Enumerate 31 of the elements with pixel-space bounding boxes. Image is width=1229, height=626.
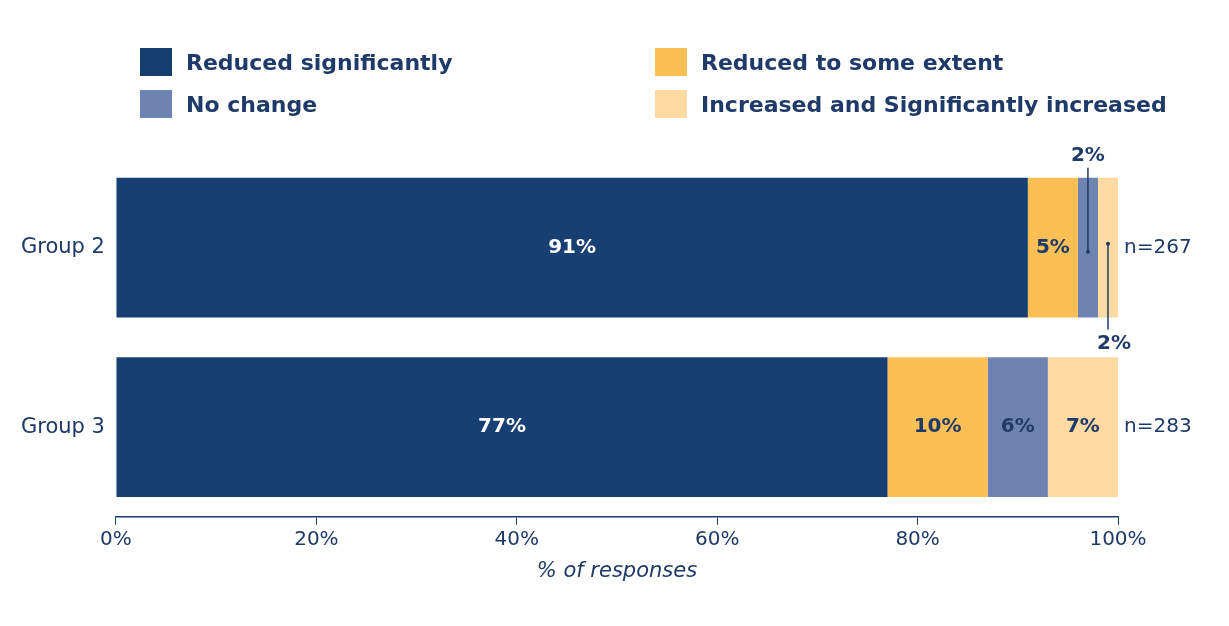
x-tick-label: 100% — [1089, 526, 1147, 550]
bar — [1027, 177, 1078, 318]
y-tick-label: Group 3 — [20, 413, 105, 438]
bar — [116, 357, 888, 497]
annotation: n=283 — [1124, 413, 1192, 438]
x-tick-label: 60% — [694, 526, 740, 550]
data-label: 7% — [1065, 413, 1100, 438]
legend-label: No change — [186, 91, 318, 117]
legend-label: Reduced to some extent — [701, 49, 1004, 75]
bar — [1097, 177, 1118, 318]
data-label: 2% — [1097, 329, 1131, 354]
bar — [987, 357, 1048, 497]
annotation: n=267 — [1124, 233, 1192, 258]
bar — [1047, 357, 1118, 497]
legend-label: Increased and Significantly increased — [701, 91, 1167, 117]
x-tick-label: 80% — [895, 526, 940, 550]
bar — [1077, 177, 1098, 318]
data-label: 91% — [548, 233, 597, 258]
data-label: 10% — [913, 413, 962, 438]
data-label: 77% — [478, 413, 526, 438]
x-tick-label: 0% — [100, 526, 132, 550]
legend-label: Reduced significantly — [186, 49, 453, 75]
data-label: 2% — [1070, 142, 1105, 167]
x-axis-title: % of responses — [536, 557, 698, 582]
data-label: 6% — [1000, 413, 1035, 438]
bar — [116, 177, 1028, 318]
x-tick-label: 20% — [294, 526, 339, 550]
data-label: 5% — [1035, 233, 1070, 258]
y-tick-label: Group 2 — [20, 234, 105, 259]
bar — [887, 357, 988, 497]
x-tick-label: 40% — [494, 526, 540, 550]
